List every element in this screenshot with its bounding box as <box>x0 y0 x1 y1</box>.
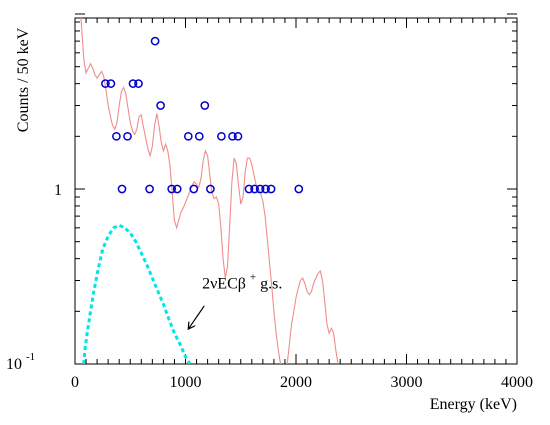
data-point <box>217 131 226 141</box>
data-point <box>134 79 143 88</box>
data-point <box>255 184 265 194</box>
y-axis-label: Counts / 50 keV <box>15 27 32 132</box>
annotation-label: 2νECβ + g.s. <box>202 268 282 293</box>
data-point <box>123 131 132 141</box>
data-point <box>150 36 160 46</box>
data-point <box>117 184 127 194</box>
data-points <box>101 36 304 194</box>
annotation-label-base: 2νECβ <box>202 276 246 293</box>
signal-expectation-line <box>82 223 192 364</box>
data-point <box>244 184 254 194</box>
y-tick-label-0.1: 10 -1 <box>6 351 35 373</box>
data-point <box>145 184 154 194</box>
data-point <box>106 79 116 88</box>
data-point <box>200 101 210 110</box>
data-point <box>194 131 204 141</box>
annotation-label-sup: + <box>250 272 256 284</box>
data-point <box>172 184 182 194</box>
axis-ticks <box>74 13 518 365</box>
data-point <box>228 131 237 141</box>
x-tick-label: 1000 <box>170 374 202 391</box>
annotation-label-suffix: g.s. <box>260 276 282 293</box>
data-point <box>128 79 138 88</box>
data-point <box>266 184 276 194</box>
y-tick-label-base: 10 <box>6 356 22 373</box>
annotation-arrow <box>189 305 205 328</box>
data-point <box>156 101 165 110</box>
x-tick-label: 0 <box>71 374 79 391</box>
data-point <box>250 184 259 194</box>
data-point <box>167 184 177 194</box>
y-tick-label-exponent: -1 <box>26 351 35 363</box>
data-point <box>101 79 110 88</box>
x-tick-labels: 0 1000 2000 3000 4000 <box>71 374 533 391</box>
data-point <box>189 184 199 194</box>
y-tick-label-1: 1 <box>54 182 62 199</box>
x-tick-label: 4000 <box>501 374 533 391</box>
data-point <box>183 131 193 141</box>
x-tick-label: 2000 <box>280 374 312 391</box>
data-point <box>112 131 121 141</box>
data-point <box>206 184 215 194</box>
data-point <box>294 184 304 194</box>
x-tick-label: 3000 <box>391 374 423 391</box>
data-point <box>233 131 243 141</box>
x-axis-label: Energy (keV) <box>430 396 517 413</box>
background-fit-line <box>80 18 339 364</box>
data-point <box>261 184 270 194</box>
